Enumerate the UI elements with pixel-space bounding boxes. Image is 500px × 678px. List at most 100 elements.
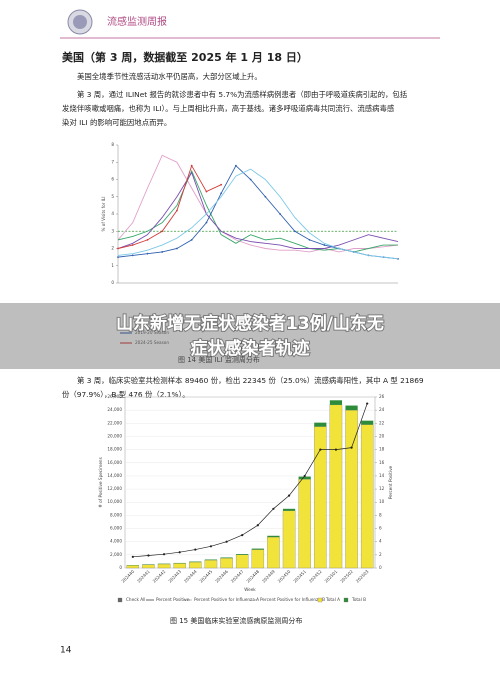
point (220, 183, 223, 186)
point (256, 524, 259, 527)
legend-label: 2019-20 Season (135, 330, 169, 335)
point (350, 446, 353, 449)
y-tick-label: 16,000 (107, 460, 122, 465)
section-title: 美国（第 3 周，数据截至 2025 年 1 月 18 日） (62, 50, 308, 64)
paragraph: 第 3 周，临床实验室共检测样本 89460 份，检出 22345 份（25.0… (77, 376, 424, 385)
point (264, 195, 267, 198)
y2-tick-label: 8 (379, 512, 382, 517)
bar-segment (345, 410, 358, 569)
legend-label: 2024-25 Season (135, 340, 169, 345)
y-tick-label: 2,000 (110, 552, 122, 557)
bar-segment (220, 557, 233, 569)
point (220, 192, 223, 195)
point (366, 402, 369, 405)
y-tick-label: 24,000 (107, 407, 122, 412)
point (323, 244, 326, 246)
y-tick-label: 0 (111, 280, 114, 285)
point (147, 554, 150, 557)
bar-segment (189, 561, 202, 569)
y-tick-label: 1 (111, 263, 114, 268)
legend-swatch (317, 597, 323, 603)
bar-segment (189, 561, 202, 563)
point (190, 164, 193, 167)
y-tick-label: 2 (111, 246, 114, 251)
line-series (117, 171, 399, 249)
header-title: 流感监测周报 (107, 15, 167, 28)
bar-segment (345, 405, 358, 411)
bar-segment (204, 559, 218, 569)
y2-tick-label: 2 (379, 552, 382, 557)
point (308, 238, 311, 241)
bar-segment (220, 557, 233, 559)
point (334, 448, 338, 451)
point (209, 545, 213, 548)
bar-segment (329, 404, 343, 569)
point (131, 555, 134, 558)
bar-segment (204, 559, 218, 561)
bar-segment (361, 420, 374, 425)
point (190, 238, 193, 241)
bar-segment (298, 479, 311, 569)
point (131, 244, 134, 246)
bar-segment (251, 548, 264, 550)
y-tick-label: 26,000 (107, 394, 122, 399)
y2-tick-label: 14 (379, 473, 385, 478)
y2-axis-label: Percent Positive (388, 465, 393, 499)
paragraph: 份（97.9%），B 型 476 份（2.1%）。 (62, 390, 190, 399)
y2-tick-label: 24 (379, 407, 385, 412)
y-tick-label: 22,000 (107, 420, 122, 425)
y-tick-label: 6 (111, 177, 114, 182)
point (176, 247, 178, 250)
y-tick-label: 10,000 (107, 499, 122, 504)
legend-swatch (117, 597, 123, 603)
y-axis-label: # of Positive Specimens (98, 457, 103, 508)
point (272, 507, 275, 510)
bar-segment (173, 563, 186, 569)
bar-segment (360, 424, 374, 569)
point (178, 551, 181, 554)
legend-label: Percent Positive for Influenza B (260, 597, 325, 602)
point (146, 252, 149, 255)
point (117, 256, 119, 259)
point (249, 178, 252, 181)
y-tick-label: 0 (119, 565, 122, 570)
y2-tick-label: 6 (379, 526, 382, 531)
line-series (132, 403, 368, 558)
y-tick-label: 12,000 (107, 486, 122, 491)
bar-segment (314, 422, 327, 427)
bar-segment (298, 476, 311, 480)
paragraph: 第 3 周，通过 ILINet 报告的就诊患者中有 5.7%为流感样病例患者（即… (77, 90, 408, 99)
point (279, 213, 282, 215)
point (131, 254, 134, 257)
line-series (117, 164, 222, 249)
y2-tick-label: 4 (379, 539, 382, 544)
overlay-band (0, 303, 500, 369)
point (241, 534, 244, 537)
paragraph: 发烧伴咳嗽或咽痛，也称为 ILI）。与上周相比升高，高于基线。诸多呼吸道病毒共同… (62, 104, 395, 113)
legend-label: Total B (351, 597, 366, 602)
y-tick-label: 18,000 (107, 447, 122, 452)
point (205, 221, 208, 224)
bar-segment (157, 563, 171, 569)
x-axis-label: Week (244, 587, 256, 592)
point (287, 494, 291, 497)
bar-segment (235, 554, 249, 569)
logo-inner (73, 15, 87, 29)
point (176, 209, 178, 212)
y-tick-label: 6,000 (110, 526, 122, 531)
overlay-text: 症状感染者轨迹 (191, 338, 310, 359)
y-tick-label: 4 (111, 211, 114, 216)
point (194, 548, 197, 551)
y2-tick-label: 26 (379, 394, 385, 399)
overlay-text: 山东新增无症状感染者13例/山东无 (116, 313, 384, 334)
y2-tick-label: 10 (379, 499, 385, 504)
point (319, 448, 322, 451)
bar-segment (236, 554, 249, 555)
y-tick-label: 5 (111, 194, 114, 199)
bar-segment (251, 549, 265, 569)
y-tick-label: 8,000 (110, 512, 122, 517)
y2-tick-label: 12 (379, 486, 385, 491)
y-tick-label: 3 (111, 228, 114, 233)
